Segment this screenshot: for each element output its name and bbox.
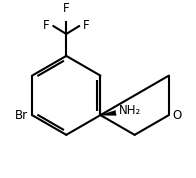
Text: O: O [173,109,182,122]
Text: F: F [43,19,50,33]
Text: Br: Br [15,109,28,122]
Text: F: F [83,19,89,33]
Polygon shape [100,111,116,115]
Text: F: F [63,2,70,15]
Text: NH₂: NH₂ [119,104,141,117]
